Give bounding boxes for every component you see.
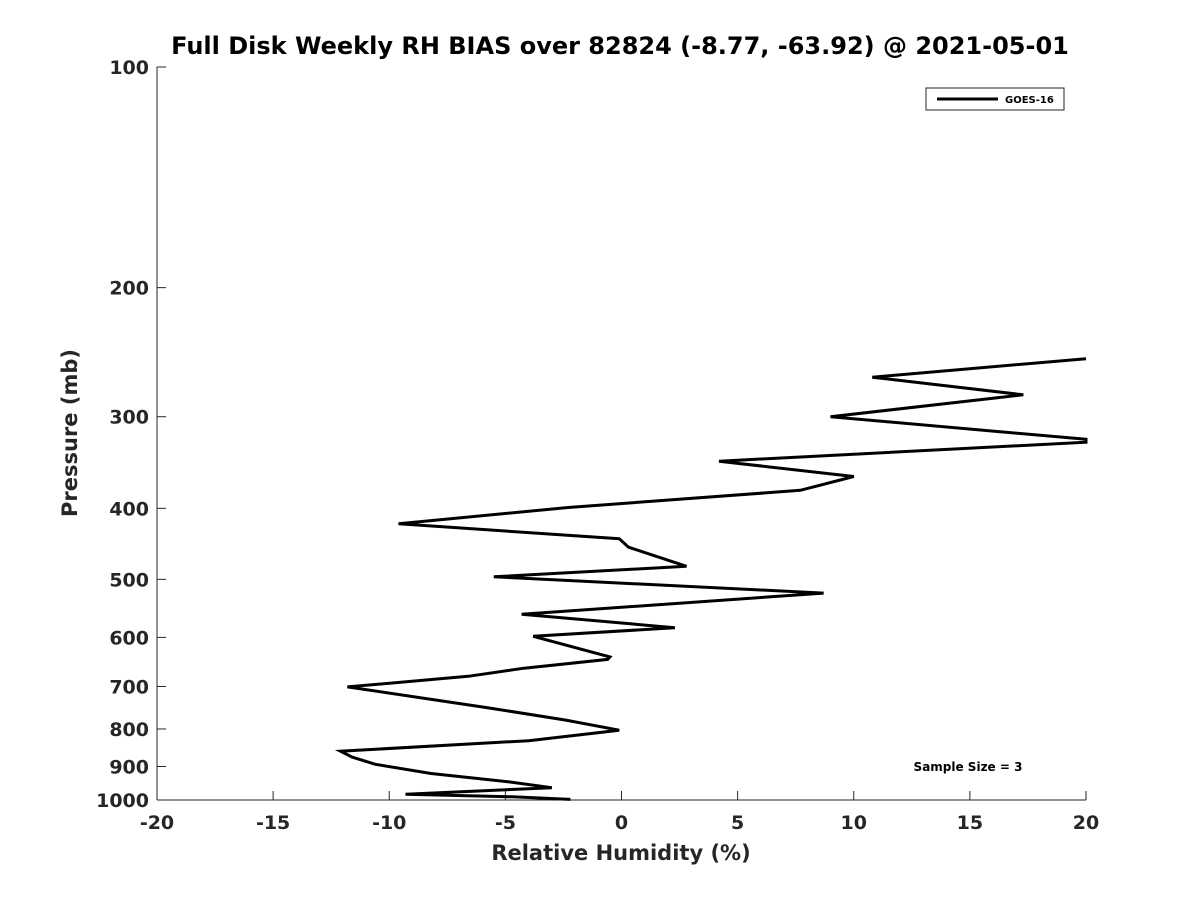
y-tick-label: 400 — [109, 498, 149, 520]
legend: GOES-16 — [925, 87, 1065, 111]
y-axis-label: Pressure (mb) — [58, 349, 82, 517]
x-tick-label: 20 — [1073, 812, 1099, 834]
y-tick-label: 100 — [109, 57, 149, 79]
series-layer — [334, 357, 1088, 801]
x-tick-label: -10 — [372, 812, 406, 834]
y-tick-label: 500 — [109, 569, 149, 591]
y-tick-label: 600 — [109, 627, 149, 649]
x-ticks: -20 -15 -10 -5 0 5 10 15 20 — [140, 791, 1099, 834]
x-tick-label: 5 — [731, 812, 744, 834]
y-tick-label: 200 — [109, 278, 149, 300]
sample-size-annotation: Sample Size = 3 — [914, 760, 1023, 774]
x-tick-label: -15 — [256, 812, 290, 834]
x-axis-label: Relative Humidity (%) — [491, 841, 750, 865]
legend-label: GOES-16 — [1005, 95, 1054, 106]
x-tick-label: 15 — [957, 812, 983, 834]
y-tick-label: 800 — [109, 719, 149, 741]
y-ticks: 100 200 300 400 500 600 700 800 900 1000 — [96, 57, 166, 812]
chart-title: Full Disk Weekly RH BIAS over 82824 (-8.… — [171, 32, 1069, 60]
x-tick-label: -20 — [140, 812, 174, 834]
x-tick-label: -5 — [495, 812, 516, 834]
x-tick-label: 10 — [841, 812, 867, 834]
y-tick-label: 300 — [109, 407, 149, 429]
x-tick-label: 0 — [615, 812, 628, 834]
y-tick-label: 700 — [109, 676, 149, 698]
series-line-goes-16 — [334, 357, 1088, 801]
y-tick-label: 900 — [109, 756, 149, 778]
axes — [156, 67, 1086, 801]
y-tick-label: 1000 — [96, 790, 149, 812]
